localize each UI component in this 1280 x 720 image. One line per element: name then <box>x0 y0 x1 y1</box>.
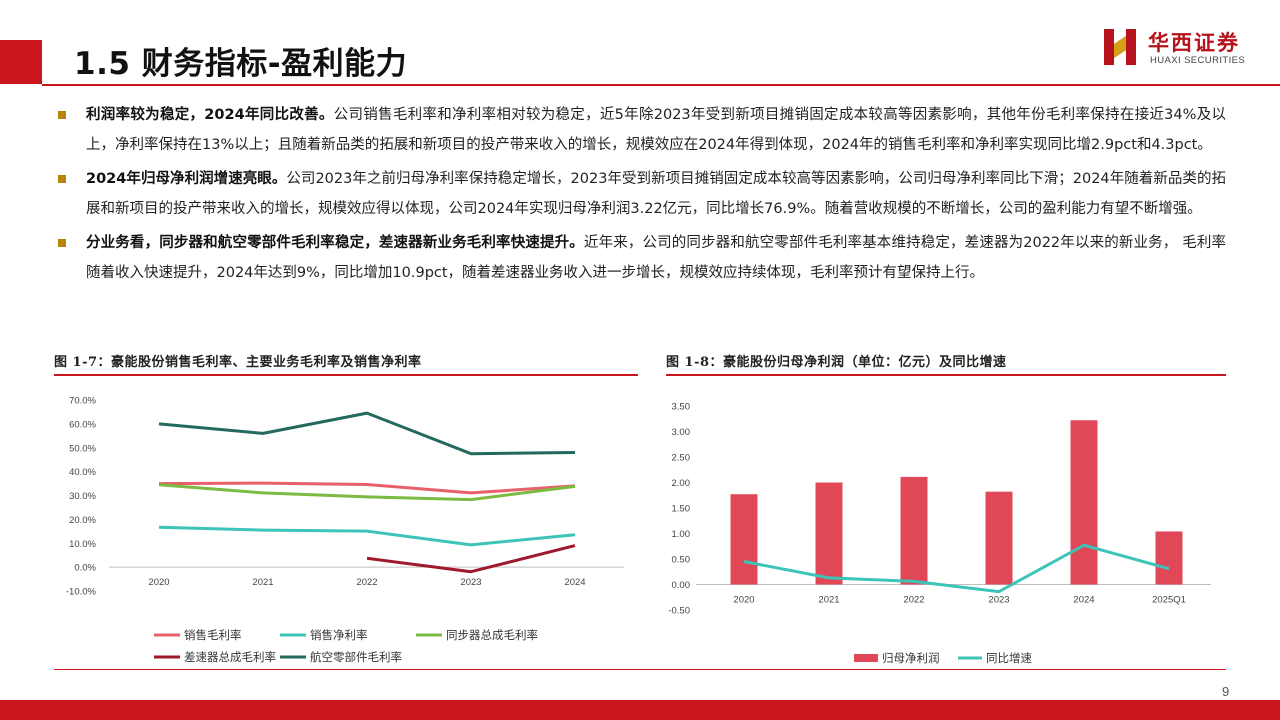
y-tick-label: 0.00 <box>672 580 691 591</box>
margin-line-chart: 70.0% 60.0% 50.0% 40.0% 30.0% 20.0% 10.0% 0.0% -… <box>54 376 638 666</box>
huaxi-logo-icon <box>1104 29 1136 65</box>
bullet-item: 利润率较为稳定，2024年同比改善。公司销售毛利率和净利率相对较为稳定，近5年除… <box>58 100 1226 160</box>
y-tick-label: 70.0% <box>69 396 96 407</box>
title-accent-block <box>0 40 42 84</box>
page-number: 9 <box>1222 684 1230 699</box>
x-tick-label: 2021 <box>818 595 839 606</box>
title-divider <box>42 84 1280 86</box>
y-tick-label: 40.0% <box>69 467 96 478</box>
chart-background <box>666 376 1226 666</box>
x-tick-label: 2020 <box>733 595 754 606</box>
footer-bar <box>0 700 1280 720</box>
x-tick-label: 2022 <box>356 577 377 588</box>
bullet-text: 近年来，公司的同步器和航空零部件毛利率基本维持稳定，差速器为2022年以来的新业… <box>86 235 1226 281</box>
y-tick-label: 10.0% <box>69 539 96 550</box>
logo-english-name: HUAXI SECURITIES <box>1150 55 1246 66</box>
logo-chinese-name: 华西证券 <box>1148 30 1240 55</box>
legend-label: 同步器总成毛利率 <box>446 628 538 642</box>
y-tick-label: 60.0% <box>69 419 96 430</box>
bottom-divider <box>54 669 1226 670</box>
y-tick-label: 0.0% <box>74 563 96 574</box>
bullet-list: 利润率较为稳定，2024年同比改善。公司销售毛利率和净利率相对较为稳定，近5年除… <box>58 100 1226 292</box>
bullet-item: 2024年归母净利润增速亮眼。公司2023年之前归母净利率保持稳定增长，2023… <box>58 164 1226 224</box>
bar <box>815 482 843 585</box>
y-tick-label: 3.00 <box>672 427 691 438</box>
bar <box>1070 420 1098 585</box>
series-line <box>158 525 576 547</box>
figure-profit-chart: 图 1-8：豪能股份归母净利润（单位：亿元）及同比增速 3.50 3.00 2.50… <box>666 352 1226 670</box>
figure-title: 图 1-8：豪能股份归母净利润（单位：亿元）及同比增速 <box>666 355 1007 370</box>
page-title: 1.5 财务指标-盈利能力 <box>74 46 408 82</box>
net-profit-bar-line-chart: 3.50 3.00 2.50 2.00 1.50 1.00 0.50 0.00 -0.50 202… <box>666 376 1226 666</box>
x-tick-label: 2020 <box>148 577 169 588</box>
chart-background <box>54 376 638 666</box>
legend-label: 航空零部件毛利率 <box>310 650 402 664</box>
brand-logo: 华西证券 HUAXI SECURITIES <box>1100 26 1270 72</box>
bullet-item: 分业务看，同步器和航空零部件毛利率稳定，差速器新业务毛利率快速提升。近年来，公司… <box>58 228 1226 288</box>
y-tick-label: 20.0% <box>69 515 96 526</box>
x-tick-label: 2025Q1 <box>1152 595 1186 606</box>
bullet-marker-icon <box>58 111 66 119</box>
series-line <box>366 544 576 574</box>
bar <box>900 476 928 585</box>
series-line <box>158 483 576 502</box>
y-tick-label: 30.0% <box>69 491 96 502</box>
bullet-marker-icon <box>58 175 66 183</box>
y-tick-label: 1.50 <box>672 504 691 515</box>
bullet-marker-icon <box>58 239 66 247</box>
series-line <box>743 543 1170 594</box>
x-tick-label: 2021 <box>252 577 273 588</box>
bar <box>1155 531 1183 585</box>
y-tick-label: 2.50 <box>672 453 691 464</box>
bullet-text: 公司销售毛利率和净利率相对较为稳定，近5年除2023年受到新项目摊销固定成本较高… <box>86 107 1226 153</box>
y-tick-label: 0.50 <box>672 555 691 566</box>
series-line <box>158 411 576 456</box>
x-tick-label: 2023 <box>988 595 1009 606</box>
legend-label: 同比增速 <box>986 651 1032 665</box>
figure-title: 图 1-7：豪能股份销售毛利率、主要业务毛利率及销售净利率 <box>54 355 422 370</box>
y-tick-label: 50.0% <box>69 443 96 454</box>
x-tick-label: 2024 <box>564 577 585 588</box>
x-tick-label: 2022 <box>903 595 924 606</box>
legend-label: 销售毛利率 <box>184 628 242 642</box>
series-line <box>158 481 576 495</box>
y-tick-label: -10.0% <box>66 587 97 598</box>
y-tick-label: -0.50 <box>668 606 690 617</box>
legend-swatch <box>854 654 878 662</box>
bullet-lead: 利润率较为稳定，2024年同比改善。 <box>86 107 334 123</box>
y-tick-label: 3.50 <box>672 402 691 413</box>
bar <box>985 491 1013 585</box>
figure-divider <box>54 374 638 376</box>
bullet-lead: 2024年归母净利润增速亮眼。 <box>86 171 287 187</box>
y-tick-label: 2.00 <box>672 478 691 489</box>
bullet-text: 公司2023年之前归母净利率保持稳定增长，2023年受到新项目摊销固定成本较高等… <box>86 171 1226 217</box>
figure-margin-chart: 图 1-7：豪能股份销售毛利率、主要业务毛利率及销售净利率 70.0% 60.0%… <box>54 352 638 670</box>
legend-label: 差速器总成毛利率 <box>184 650 276 664</box>
bullet-lead: 分业务看，同步器和航空零部件毛利率稳定，差速器新业务毛利率快速提升。 <box>86 235 584 251</box>
legend-label: 归母净利润 <box>882 651 940 665</box>
figure-divider <box>666 374 1226 376</box>
y-tick-label: 1.00 <box>672 529 691 540</box>
legend-label: 销售净利率 <box>310 628 368 642</box>
x-tick-label: 2023 <box>460 577 481 588</box>
x-tick-label: 2024 <box>1073 595 1094 606</box>
bar <box>730 494 758 585</box>
